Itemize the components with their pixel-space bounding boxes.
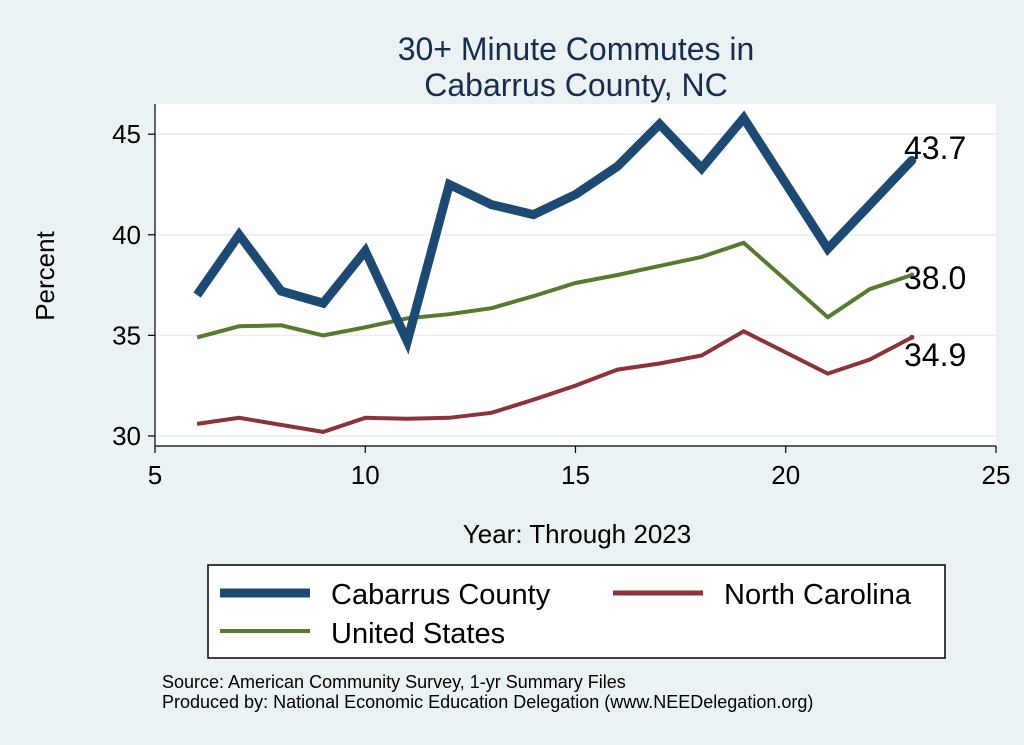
plot-area bbox=[155, 104, 996, 446]
x-tick-label-25: 25 bbox=[982, 460, 1011, 490]
x-ticks: 5 10 15 20 25 bbox=[148, 446, 1011, 490]
legend-label-nc: North Carolina bbox=[724, 579, 912, 611]
x-tick-label-5: 5 bbox=[148, 460, 162, 490]
produced-note: Produced by: National Economic Education… bbox=[162, 692, 813, 712]
y-axis-title: Percent bbox=[30, 230, 60, 320]
series-line-north-carolina bbox=[196, 329, 913, 434]
y-tick-label-45: 45 bbox=[112, 119, 141, 149]
source-note: Source: American Community Survey, 1-yr … bbox=[162, 672, 626, 692]
chart-title-line-1: 30+ Minute Commutes in bbox=[398, 31, 755, 67]
y-tick-label-40: 40 bbox=[112, 220, 141, 250]
series-end-marker-united-states bbox=[909, 272, 915, 278]
legend-box bbox=[207, 564, 946, 659]
y-tick-label-35: 35 bbox=[112, 320, 141, 350]
x-tick-label-15: 15 bbox=[561, 460, 590, 490]
y-ticks: 30 35 40 45 bbox=[112, 119, 155, 451]
gridlines bbox=[155, 133, 996, 437]
series-line-united-states bbox=[196, 240, 913, 340]
series-line-cabarrus-county bbox=[193, 110, 916, 355]
end-label-cabarrus: 43.7 bbox=[904, 130, 966, 166]
chart-title-line-2: Cabarrus County, NC bbox=[424, 67, 728, 103]
end-label-nc: 34.9 bbox=[904, 337, 966, 373]
series-lines bbox=[193, 110, 917, 434]
end-label-us: 38.0 bbox=[904, 260, 966, 296]
legend-label-us: United States bbox=[331, 618, 505, 650]
x-axis-title: Year: Through 2023 bbox=[463, 519, 691, 549]
x-tick-label-10: 10 bbox=[351, 460, 380, 490]
legend-label-cabarrus: Cabarrus County bbox=[331, 579, 551, 611]
y-tick-label-30: 30 bbox=[112, 421, 141, 451]
series-end-marker-north-carolina bbox=[909, 334, 915, 340]
x-tick-label-20: 20 bbox=[771, 460, 800, 490]
series-end-marker-cabarrus-county bbox=[907, 155, 917, 165]
